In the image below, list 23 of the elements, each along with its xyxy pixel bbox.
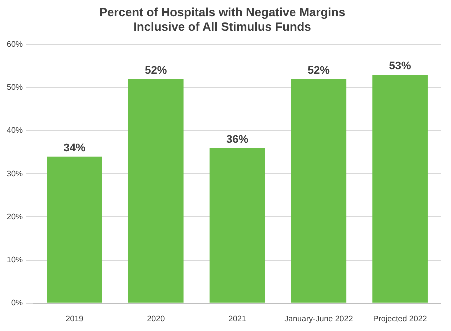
data-label: 34% [64, 142, 86, 154]
y-tick-label: 60% [6, 40, 24, 50]
y-tick-label: 0% [11, 298, 24, 308]
data-label: 52% [308, 64, 330, 77]
y-tick-label: 50% [6, 83, 24, 92]
y-tick-label: 40% [6, 126, 24, 136]
bar [210, 148, 266, 303]
bar [291, 79, 347, 303]
y-tick-label: 10% [6, 256, 24, 265]
y-tick-label: 20% [6, 212, 24, 222]
x-tick-label: 2020 [147, 314, 166, 324]
y-tick-label: 30% [6, 169, 24, 178]
x-tick-label: January-June 2022 [284, 314, 354, 324]
bar [47, 156, 102, 303]
data-label: 36% [226, 134, 249, 146]
x-tick-label: Projected 2022 [373, 314, 428, 324]
data-label: 52% [145, 64, 168, 77]
chart-title: Percent of Hospitals with Negative Margins Inclusive of All Stimulus Funds [99, 6, 346, 34]
bar [128, 79, 184, 303]
x-tick-label: 2019 [66, 314, 84, 324]
x-tick-label: 2021 [228, 314, 247, 324]
data-label: 53% [389, 60, 412, 72]
bar [372, 74, 428, 303]
